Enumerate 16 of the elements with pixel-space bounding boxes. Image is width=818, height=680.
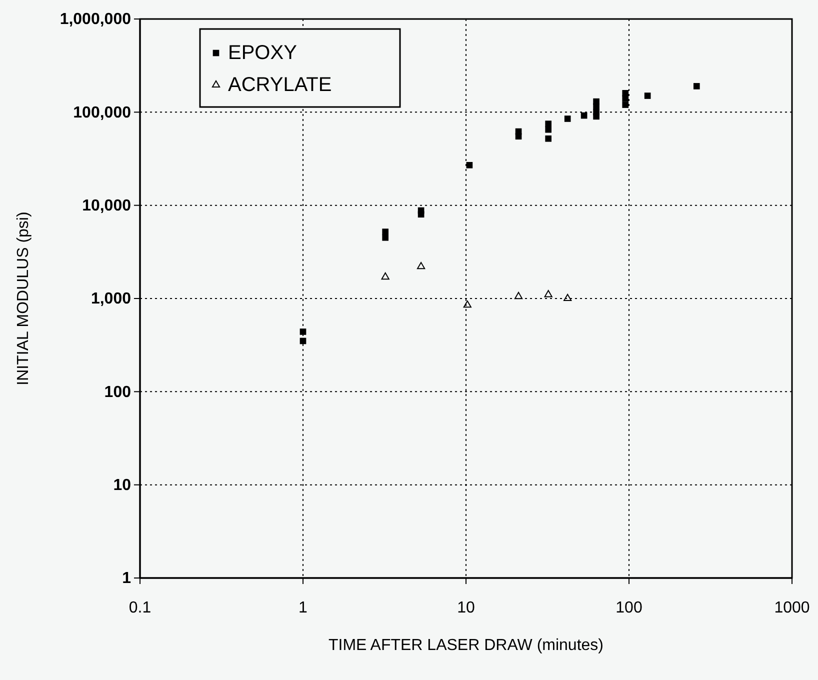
y-tick-label: 1 (122, 570, 132, 588)
legend-label: EPOXY (228, 42, 297, 64)
x-tick-label: 10 (457, 600, 475, 617)
x-axis-title: TIME AFTER LASER DRAW (minutes) (328, 637, 604, 654)
y-tick-label: 10 (113, 476, 132, 494)
x-tick-label: 0.1 (128, 600, 152, 617)
x-tick-label: 1000 (774, 600, 810, 617)
y-tick-label: 1,000,000 (60, 11, 132, 28)
y-tick-label: 100 (104, 384, 132, 401)
x-tick-label: 100 (616, 600, 642, 617)
y-tick-label: 10,000 (82, 197, 132, 214)
y-axis-title: INITIAL MODULUS (psi) (15, 212, 32, 386)
legend-label: ACRYLATE (228, 74, 332, 96)
y-tick-label: 1,000 (90, 290, 132, 308)
x-tick-label: 1 (298, 600, 308, 617)
y-tick-label: 100,000 (73, 104, 132, 122)
